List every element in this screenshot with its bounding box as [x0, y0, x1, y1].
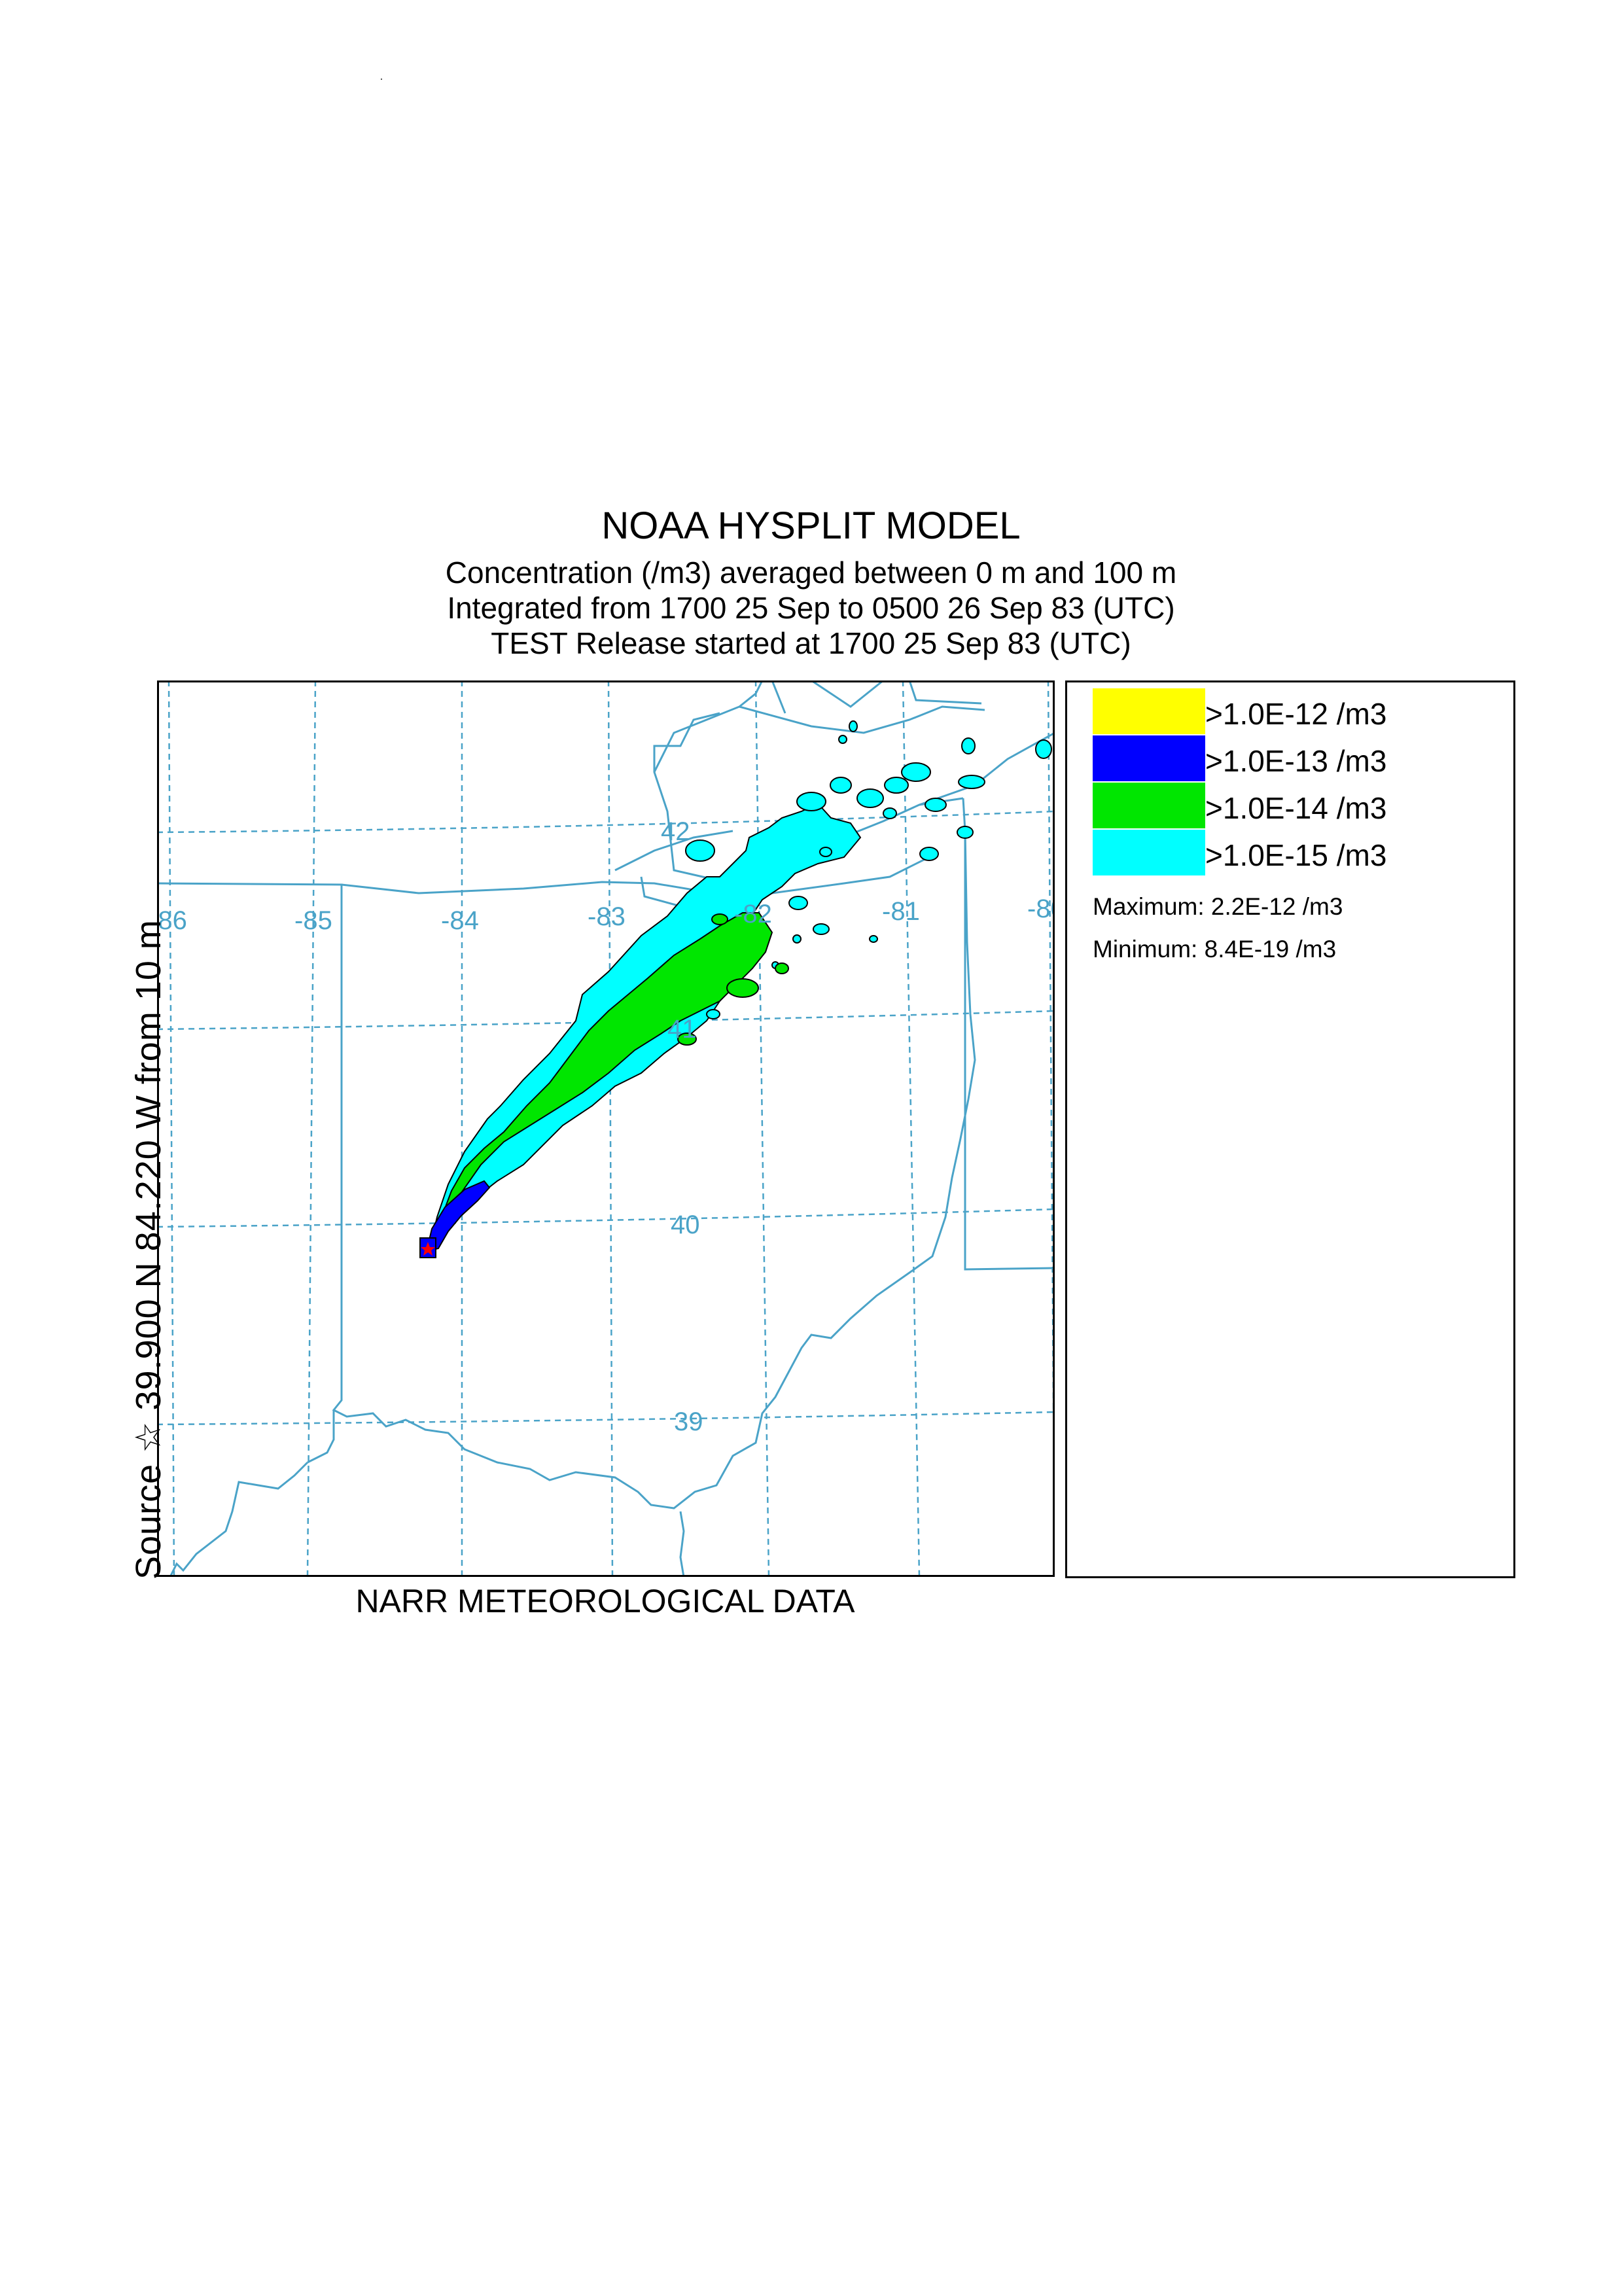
meteorological-data-label: NARR METEOROLOGICAL DATA — [355, 1583, 855, 1619]
subtitle-integration: Integrated from 1700 25 Sep to 0500 26 S… — [447, 591, 1175, 625]
legend-minimum: Minimum: 8.4E-19 /m3 — [1093, 936, 1337, 963]
stray-dot — [381, 79, 382, 80]
map-panel: -86 -85 -84 -83 -82 -81 -80 42 41 40 39 — [157, 680, 1055, 1577]
legend-label-1e-15: >1.0E-15 /m3 — [1205, 838, 1387, 872]
source-marker — [421, 1242, 435, 1256]
source-location-label: Source ☆ 39.900 N 84.220 W from 10 m — [129, 919, 168, 1580]
subtitle-concentration: Concentration (/m3) averaged between 0 m… — [445, 556, 1177, 590]
lon-label-81: -81 — [882, 897, 920, 926]
legend-label-1e-13: >1.0E-13 /m3 — [1205, 744, 1387, 778]
political-boundaries — [157, 680, 1055, 1577]
page-title: NOAA HYSPLIT MODEL — [601, 504, 1021, 547]
legend-label-1e-14: >1.0E-14 /m3 — [1205, 791, 1387, 825]
legend-label-1e-12: >1.0E-12 /m3 — [1205, 697, 1387, 731]
legend-panel — [1065, 680, 1515, 1578]
lat-label-40: 40 — [671, 1210, 700, 1239]
latitude-labels: 42 41 40 39 — [661, 817, 703, 1436]
legend-swatch-1e-12 — [1093, 688, 1205, 734]
legend-swatch-1e-13 — [1093, 735, 1205, 781]
lat-label-41: 41 — [667, 1015, 697, 1044]
subtitle-release: TEST Release started at 1700 25 Sep 83 (… — [491, 626, 1131, 660]
lon-label-84: -84 — [441, 906, 479, 935]
lon-label-85: -85 — [294, 906, 332, 935]
lon-label-82: -82 — [734, 900, 772, 928]
legend-maximum: Maximum: 2.2E-12 /m3 — [1093, 893, 1343, 920]
graticule — [157, 680, 1055, 1577]
lon-label-80: -80 — [1027, 894, 1055, 923]
lat-label-42: 42 — [661, 817, 690, 846]
lat-label-39: 39 — [674, 1407, 703, 1436]
lon-label-83: -83 — [588, 902, 626, 931]
longitude-labels: -86 -85 -84 -83 -82 -81 -80 — [157, 894, 1055, 935]
legend-swatch-1e-14 — [1093, 783, 1205, 828]
legend-swatch-1e-15 — [1093, 830, 1205, 875]
lon-label-86: -86 — [157, 906, 187, 935]
contour-1e-14 — [431, 912, 789, 1246]
